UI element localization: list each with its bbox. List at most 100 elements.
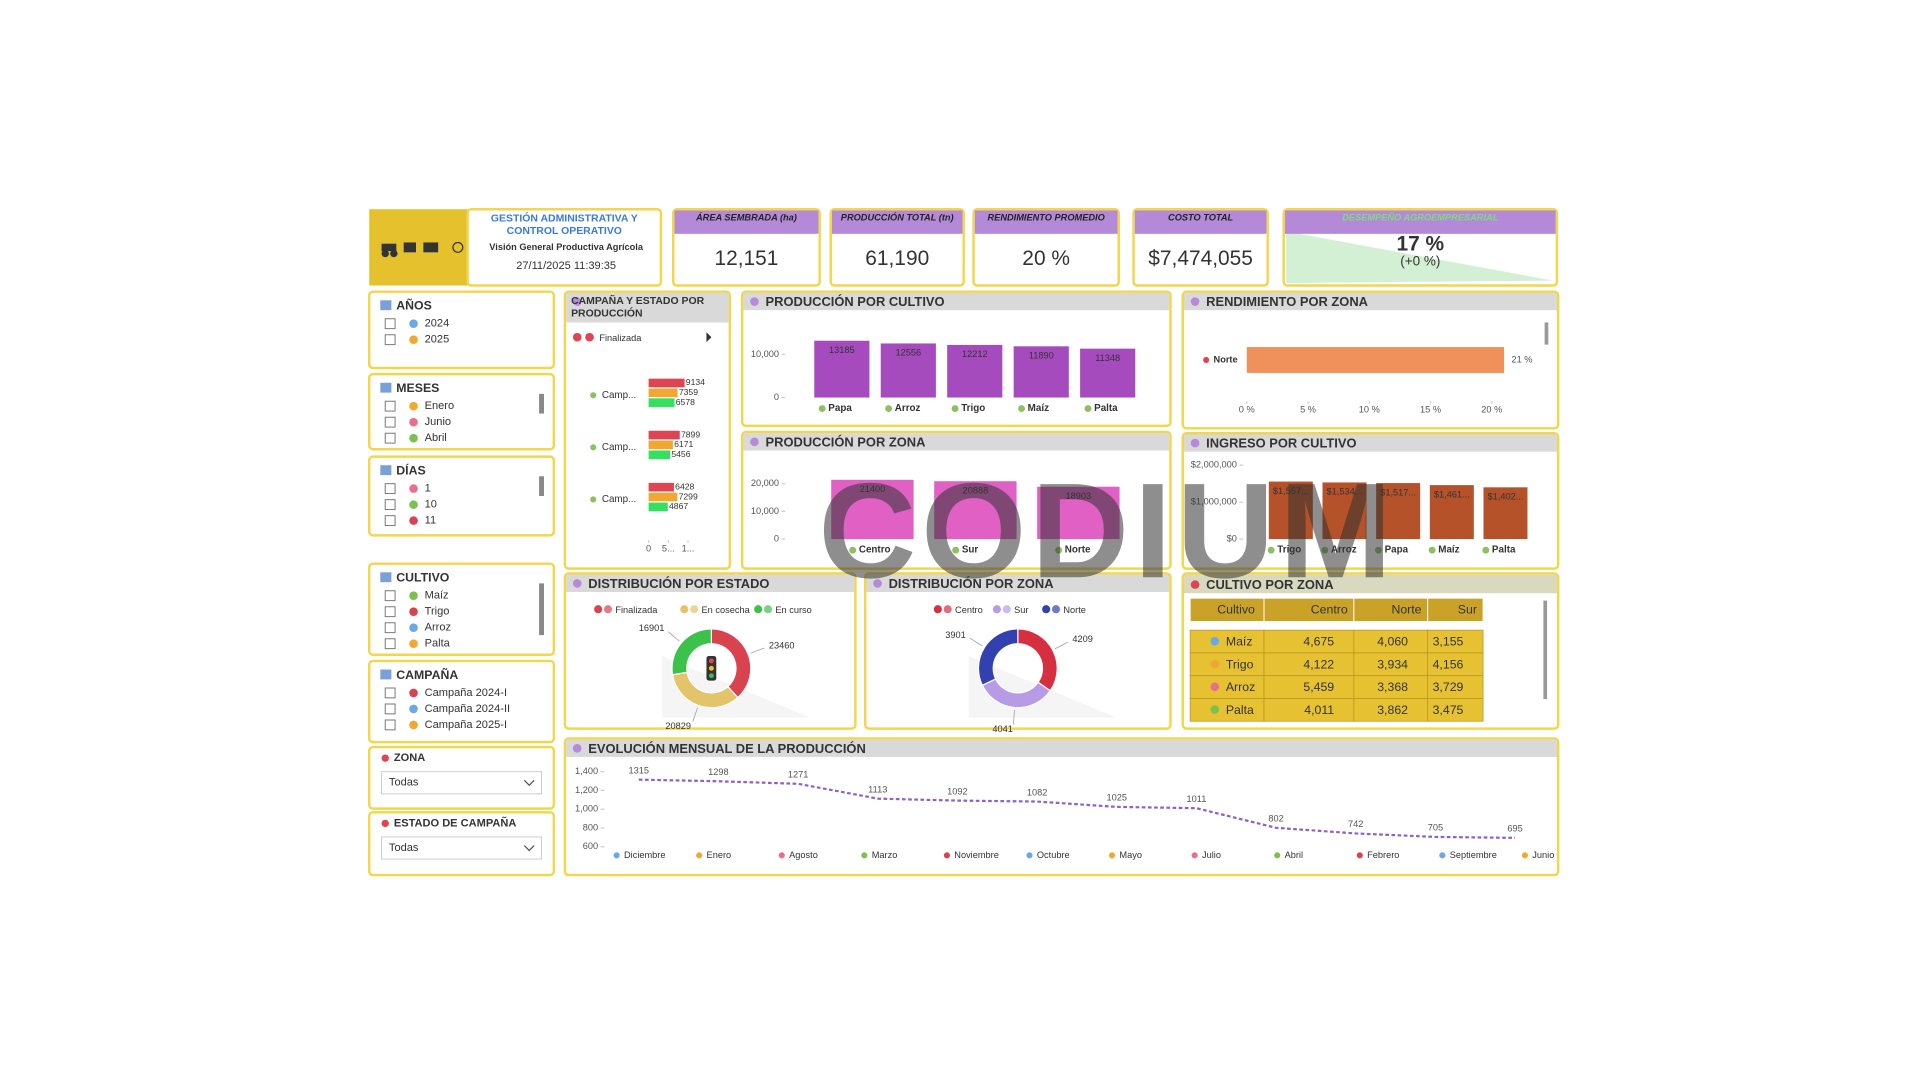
x-tick-label: 0 % bbox=[1239, 404, 1255, 414]
y-tick-label: 20,000 bbox=[751, 478, 779, 488]
y-tick-label: 10,000 bbox=[751, 349, 779, 359]
checkbox bbox=[384, 590, 396, 602]
y-tick-label: 0 bbox=[774, 534, 779, 544]
y-tick-label: Camp... bbox=[602, 442, 636, 453]
checkbox bbox=[384, 606, 396, 618]
kpi-label-box: PRODUCCIÓN TOTAL (tn) bbox=[841, 212, 954, 223]
dropdown-chevron bbox=[523, 845, 535, 852]
dropdown-title: ESTADO DE CAMPAÑA bbox=[394, 816, 517, 829]
legend-dot bbox=[933, 605, 942, 614]
title-icon bbox=[1190, 580, 1200, 589]
panel-title: DISTRIBUCIÓN POR ZONA bbox=[889, 576, 1054, 591]
slicer-item: 2025 bbox=[425, 334, 450, 346]
cell bbox=[1427, 698, 1484, 722]
y-tick-label: 800 bbox=[583, 822, 598, 832]
logo-icons bbox=[381, 241, 464, 258]
x-tick-label: Centro bbox=[859, 545, 891, 556]
panel-title: INGRESO POR CULTIVO bbox=[1206, 436, 1356, 451]
checkbox bbox=[384, 432, 396, 444]
slicer-item: 2024 bbox=[425, 318, 450, 330]
dropdown-box bbox=[381, 836, 543, 860]
data-label: 11348 bbox=[1095, 353, 1120, 363]
data-label: 1113 bbox=[868, 784, 887, 794]
item-icon bbox=[409, 500, 418, 509]
data-label: $1,534... bbox=[1327, 487, 1363, 497]
title-icon bbox=[750, 297, 759, 306]
bar bbox=[814, 340, 870, 398]
data-label: 695 bbox=[1507, 824, 1522, 834]
line-series bbox=[638, 778, 1516, 839]
title-icon bbox=[873, 579, 882, 588]
x-tick-label: 5 % bbox=[1300, 404, 1316, 414]
row-icon bbox=[1210, 682, 1220, 692]
category-icon bbox=[861, 852, 868, 859]
category-icon bbox=[1356, 852, 1363, 859]
kpi-label-box: DESEMPEÑO AGROEMPRESARIAL bbox=[1342, 212, 1498, 223]
panel-title-box: CAMPAÑA Y ESTADO POR PRODUCCIÓN bbox=[571, 294, 704, 319]
header-title: GESTIÓN ADMINISTRATIVA Y CONTROL OPERATI… bbox=[490, 211, 638, 237]
dropdown-icon bbox=[381, 819, 389, 828]
column-header: Cultivo bbox=[1217, 603, 1255, 617]
data-label: $1,402... bbox=[1488, 492, 1524, 502]
data-label: 4867 bbox=[669, 501, 688, 511]
item-icon bbox=[409, 319, 418, 328]
x-tick-label: Julio bbox=[1202, 850, 1221, 860]
x-tick-label: Enero bbox=[707, 850, 732, 860]
item-icon bbox=[409, 688, 418, 698]
category-icon bbox=[943, 852, 950, 859]
checkbox bbox=[384, 400, 396, 412]
title-icon bbox=[572, 297, 582, 306]
y-tick-label: 600 bbox=[583, 841, 598, 851]
cell-text: Arroz bbox=[1226, 680, 1255, 694]
chart-panel bbox=[864, 572, 1172, 730]
bar bbox=[648, 482, 674, 492]
cell-text: 5,459 bbox=[1303, 680, 1334, 694]
watermark: CODIUM bbox=[818, 454, 1397, 606]
title-icon bbox=[572, 744, 582, 753]
title-bar bbox=[566, 739, 1557, 757]
slicer-item: 1 bbox=[425, 483, 431, 495]
cell-text: 3,368 bbox=[1377, 680, 1408, 694]
checkbox bbox=[384, 318, 396, 330]
kpi-value: 20 % bbox=[1022, 247, 1070, 270]
bar bbox=[880, 343, 936, 398]
data-label: 12556 bbox=[895, 348, 921, 358]
bar bbox=[648, 440, 673, 450]
dropdown-value: Todas bbox=[389, 842, 419, 854]
item-icon bbox=[409, 401, 418, 411]
dropdown-title: ZONA bbox=[394, 752, 425, 764]
checkbox bbox=[384, 499, 396, 511]
kpi-value: 61,190 bbox=[865, 247, 929, 270]
x-tick-label: Sur bbox=[962, 545, 979, 556]
y-tick-label: Norte bbox=[1214, 354, 1238, 364]
bar bbox=[648, 388, 678, 398]
item-icon bbox=[409, 417, 418, 427]
donut-slice bbox=[671, 628, 712, 676]
scrollbar bbox=[539, 476, 544, 496]
header-title-box: GESTIÓN ADMINISTRATIVA Y CONTROL OPERATI… bbox=[490, 211, 638, 237]
item-icon bbox=[409, 484, 418, 493]
leader-line bbox=[692, 707, 698, 722]
bar bbox=[1246, 347, 1505, 373]
center-icon-light bbox=[708, 665, 714, 671]
legend-dot bbox=[943, 605, 952, 614]
slicer-item: Palta bbox=[425, 638, 451, 650]
panel-title: RENDIMIENTO POR ZONA bbox=[1206, 294, 1368, 309]
x-tick-label: Maíz bbox=[1438, 545, 1459, 556]
cell-text: 4,122 bbox=[1303, 657, 1334, 671]
legend-label: En cosecha bbox=[702, 605, 751, 615]
data-label: 23460 bbox=[769, 641, 795, 651]
slicer-panel bbox=[368, 562, 556, 656]
cell-text: 3,475 bbox=[1433, 703, 1464, 717]
item-icon bbox=[409, 607, 418, 616]
category-icon bbox=[1375, 546, 1382, 554]
category-icon bbox=[590, 496, 597, 503]
cell-text: 4,060 bbox=[1377, 635, 1408, 649]
slicer-panel bbox=[368, 290, 556, 370]
kpi-label-bar bbox=[1284, 210, 1556, 234]
cell-text: Maíz bbox=[1226, 635, 1253, 649]
bar bbox=[648, 502, 668, 512]
row-icon bbox=[1210, 705, 1220, 714]
category-icon bbox=[885, 405, 893, 413]
